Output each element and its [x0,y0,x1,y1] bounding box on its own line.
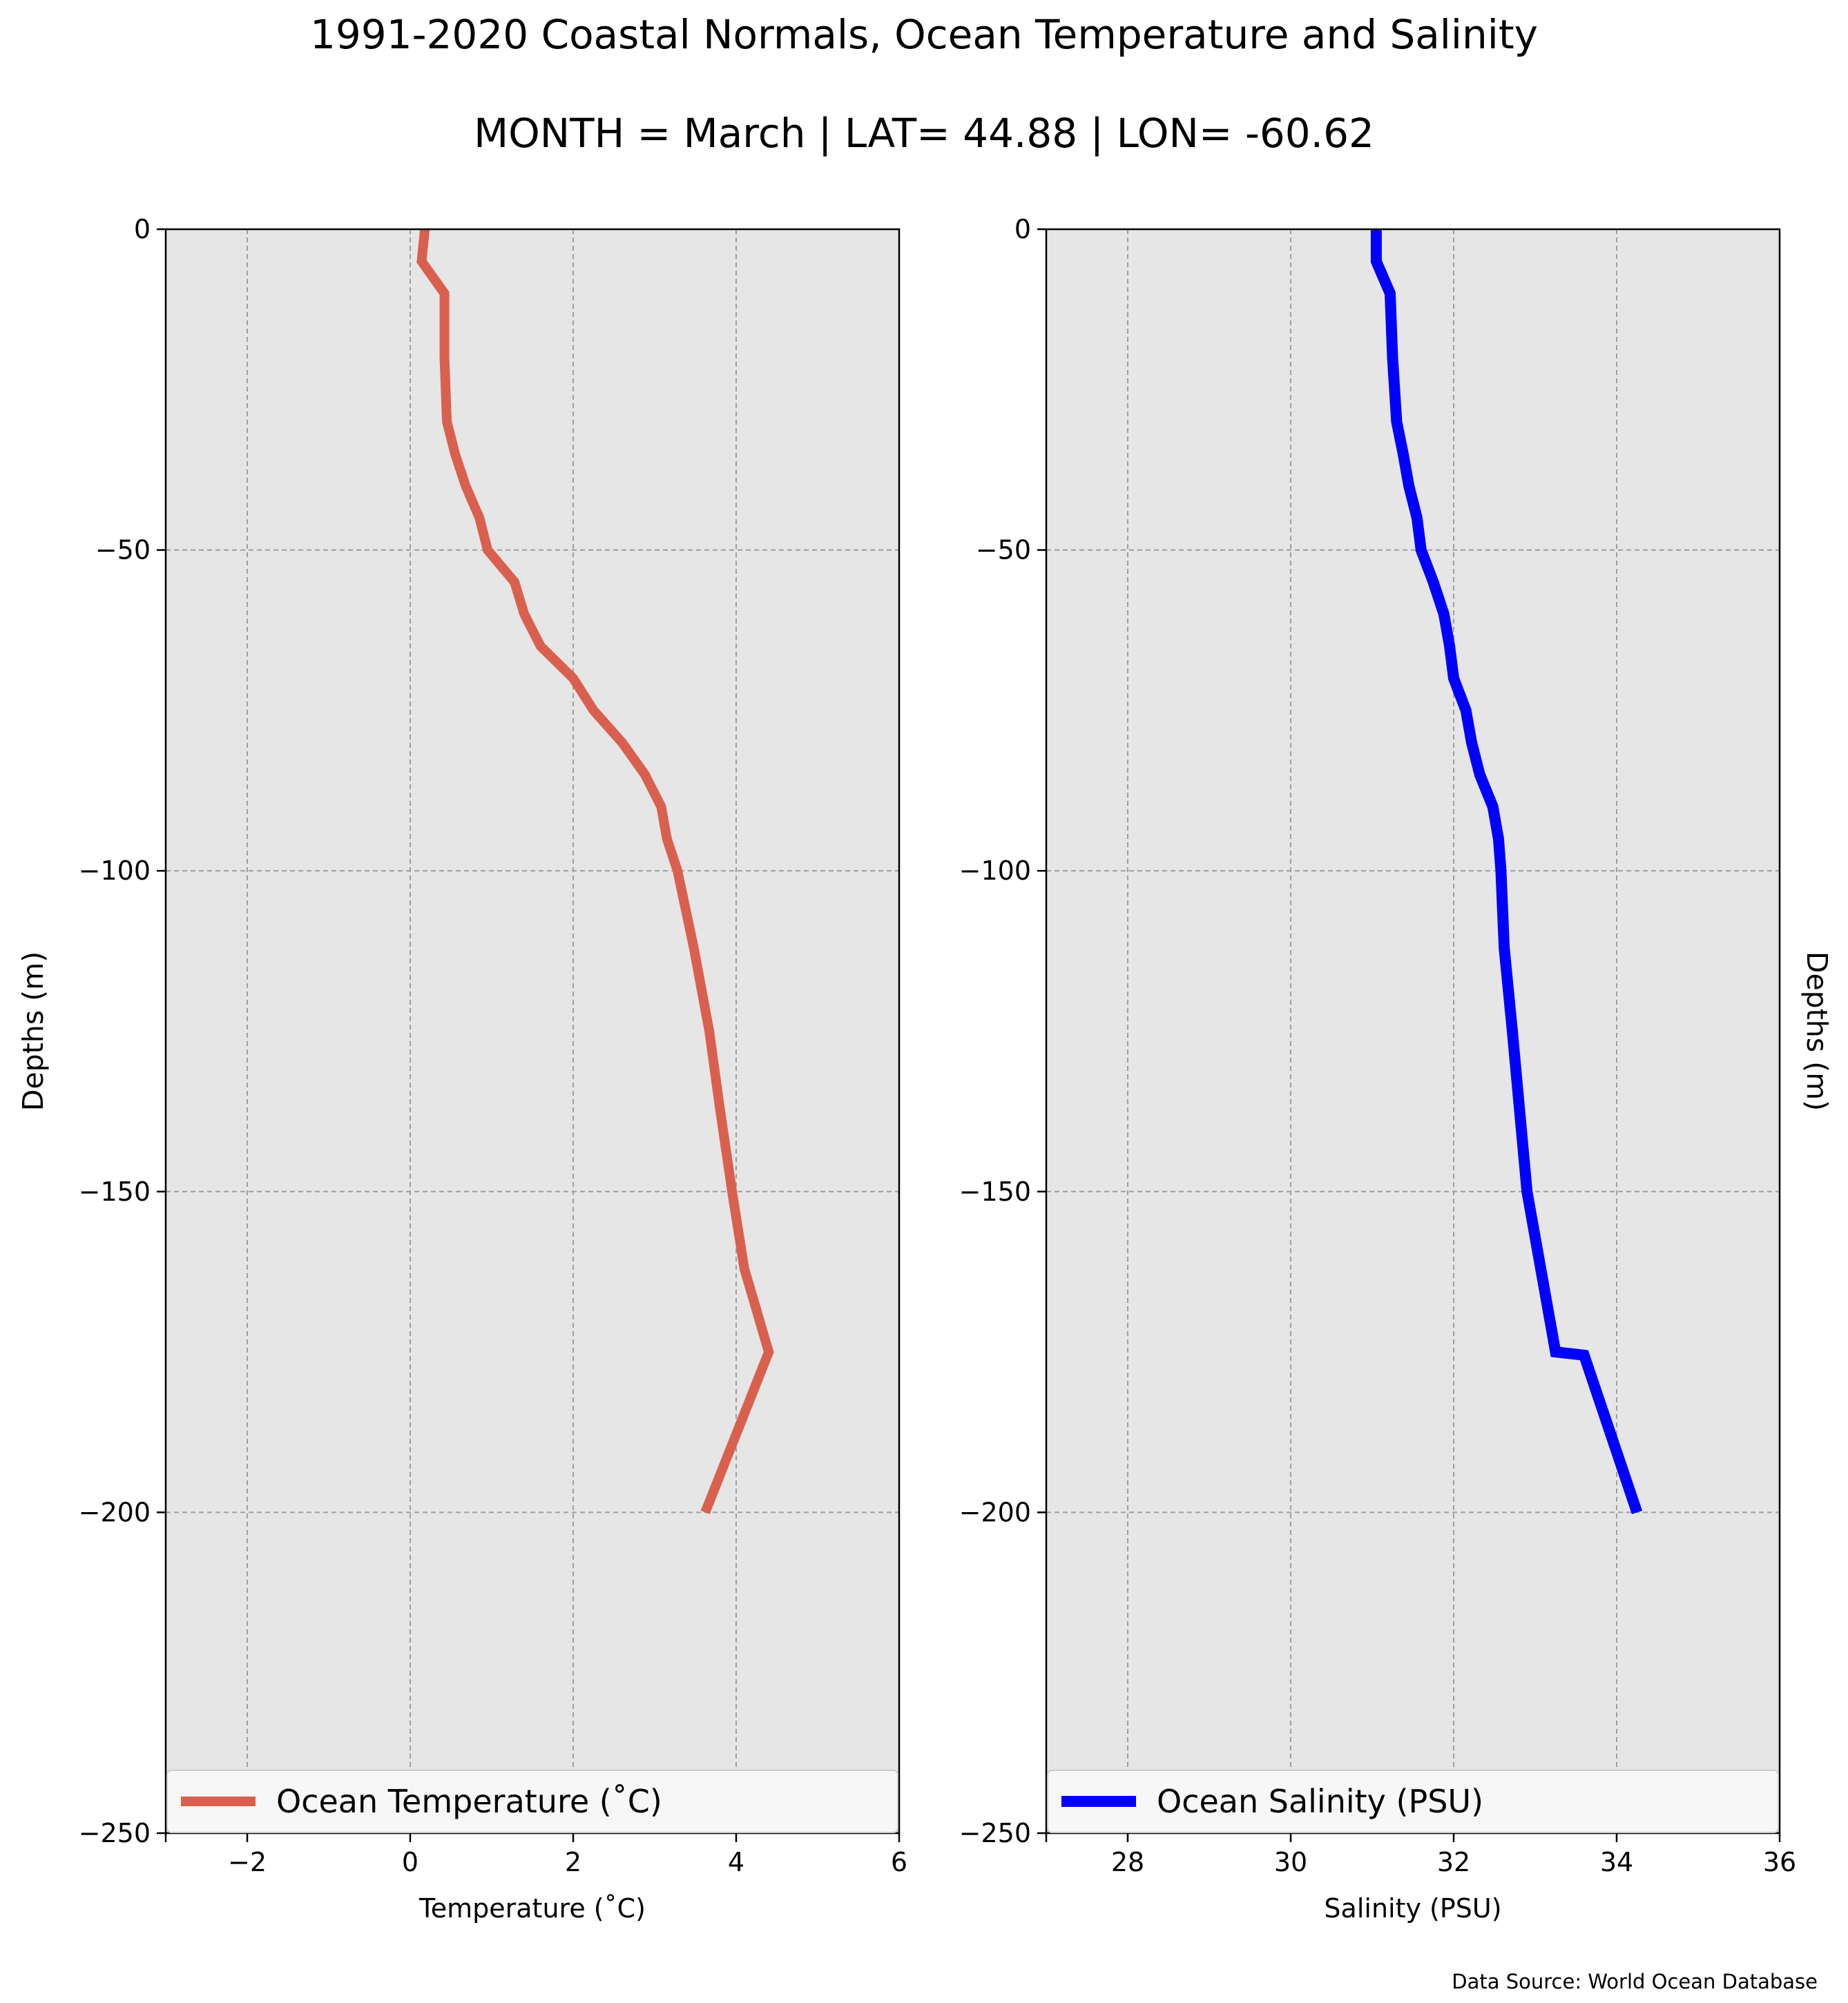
chart-1-data-point-9 [1433,581,1434,583]
chart-0-data-point-14 [622,742,623,743]
chart-1-data-point-6 [1408,485,1409,487]
chart-0-series-line-0 [416,229,774,1514]
chart-0-data-point-23 [744,1268,745,1269]
chart-1-x-tick-label-3: 34 [1600,1847,1633,1877]
chart-0-data-point-10 [523,614,525,615]
chart-1-data-point-13 [1465,710,1467,711]
chart-1-y-tick-label-5: −250 [959,1818,1031,1848]
chart-0-data-point-15 [644,774,646,775]
chart-1-series-line-0 [1370,229,1643,1514]
chart-1-y-axis-label: Depths (m) [1800,951,1833,1111]
chart-1-data-point-15 [1479,774,1481,775]
chart-0-legend-label: Ocean Temperature (˚C) [276,1783,662,1820]
chart-0-y-axis-label: Depths (m) [17,951,50,1111]
chart-0-y-tick-label-1: −50 [95,535,151,565]
figure-title: 1991-2020 Coastal Normals, Ocean Tempera… [310,11,1538,58]
chart-0-data-point-11 [540,646,541,647]
chart-1-data-point-24 [1637,1511,1638,1513]
chart-0-legend-box [166,1770,898,1833]
chart-0-data-point-25 [704,1511,706,1513]
chart-1-legend-box [1047,1770,1779,1833]
chart-1-x-tick-label-1: 30 [1274,1847,1307,1877]
chart-1-x-tick-label-2: 32 [1437,1847,1470,1877]
chart-1-data-point-19 [1503,947,1505,949]
chart-1-data-point-8 [1421,550,1422,551]
chart-1-data-point-11 [1449,646,1450,647]
salinity-panel: 28 30 32 34 36 0 −50 −100 −150 −200 −250 Salinity (… [959,214,1833,1924]
chart-0-data-point-20 [709,1031,710,1032]
chart-0-data-point-9 [514,581,515,583]
chart-1-plot-area [1046,229,1780,1833]
chart-0-y-tick-label-2: −100 [79,855,151,886]
chart-0-data-point-2 [444,293,445,294]
chart-0-data-point-13 [593,710,595,711]
chart-1-data-point-18 [1500,870,1501,871]
chart-1-data-point-4 [1396,421,1397,423]
chart-0-data-point-22 [731,1191,733,1192]
chart-1-data-point-16 [1492,806,1494,807]
chart-0-data-point-12 [572,677,574,679]
chart-0-data-point-6 [465,485,466,487]
chart-0-data-point-17 [666,838,668,840]
chart-0-x-tick-label-0: −2 [228,1847,267,1877]
chart-1-data-point-7 [1416,517,1418,519]
chart-1-data-point-17 [1498,838,1499,840]
chart-0-x-tick-label-3: 4 [728,1847,744,1877]
chart-1-data-point-20 [1512,1031,1513,1032]
chart-1-data-point-3 [1392,357,1394,358]
chart-0-data-point-16 [660,806,662,807]
chart-0-x-tick-label-4: 6 [891,1847,907,1877]
chart-1-y-tick-label-1: −50 [976,535,1031,565]
chart-1-x-tick-label-4: 36 [1763,1847,1796,1877]
chart-1-data-point-21 [1526,1191,1528,1192]
chart-1-data-point-14 [1471,742,1472,743]
chart-0-data-point-4 [446,421,447,423]
figure-subtitle: MONTH = March | LAT= 44.88 | LON= -60.62 [474,110,1374,157]
chart-1-x-tick-label-0: 28 [1111,1847,1144,1877]
chart-1-data-point-10 [1443,614,1445,615]
chart-0-data-point-5 [454,453,456,454]
chart-1-x-axis-label: Salinity (PSU) [1324,1893,1501,1924]
chart-0-data-point-1 [421,260,423,262]
chart-0-legend: Ocean Temperature (˚C) [166,1770,898,1833]
data-source-note: Data Source: World Ocean Database [1452,1970,1818,1993]
chart-1-data-point-5 [1403,453,1404,454]
chart-1-data-point-12 [1453,677,1454,679]
chart-1-y-tick-label-3: −150 [959,1177,1031,1207]
chart-1-data-point-22 [1555,1351,1557,1353]
chart-0-data-point-19 [693,947,695,949]
chart-0-y-tick-label-3: −150 [79,1177,151,1207]
chart-1-legend-label: Ocean Salinity (PSU) [1157,1783,1483,1820]
chart-0-data-point-21 [719,1107,720,1109]
temperature-panel: −2 0 2 4 6 0 −50 −100 −150 −200 −250 Temperature (˚… [17,214,907,1924]
chart-0-y-tick-label-5: −250 [79,1818,151,1848]
chart-0-y-tick-label-4: −200 [79,1497,151,1527]
chart-1-legend: Ocean Salinity (PSU) [1047,1770,1779,1833]
chart-1-y-tick-label-2: −100 [959,855,1031,886]
chart-1-data-point-23 [1584,1355,1585,1356]
chart-0-data-point-24 [768,1351,769,1353]
chart-1-data-point-2 [1389,293,1391,294]
chart-0-y-tick-label-0: 0 [134,214,151,244]
chart-0-x-tick-label-2: 2 [565,1847,581,1877]
chart-1-data-point-1 [1376,260,1377,262]
chart-0-data-point-3 [444,357,445,358]
chart-0-data-point-18 [677,870,678,871]
chart-0-plot-area [166,229,899,1833]
chart-1-y-tick-label-4: −200 [959,1497,1031,1527]
chart-1-y-tick-label-0: 0 [1014,214,1031,244]
chart-0-data-point-7 [479,517,480,519]
chart-0-x-tick-label-1: 0 [402,1847,418,1877]
chart-0-x-axis-label: Temperature (˚C) [418,1893,646,1924]
chart-0-data-point-8 [487,550,488,551]
